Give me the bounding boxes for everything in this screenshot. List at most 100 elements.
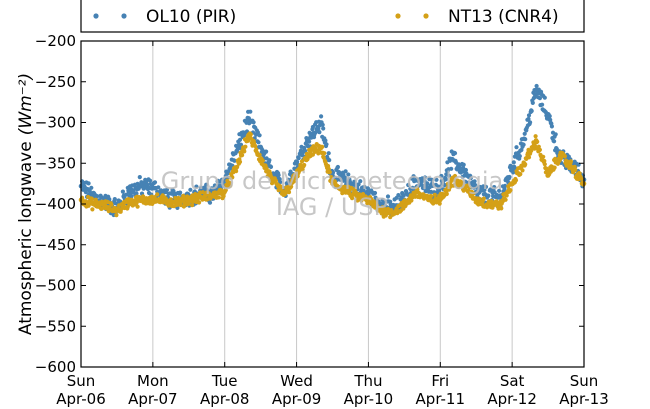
data-point-interp [257, 133, 262, 138]
data-point-interp [356, 182, 361, 187]
data-point-interp [257, 152, 262, 157]
data-point-interp [503, 197, 508, 202]
series-nt13 [78, 131, 587, 220]
data-point-interp [526, 155, 532, 160]
data-point-interp [253, 143, 258, 149]
data-point-interp [535, 139, 540, 144]
data-point-interp [295, 159, 300, 164]
data-point-interp [552, 165, 557, 170]
data-point-interp [206, 191, 211, 196]
x-tick-label-day: Sat [500, 372, 525, 390]
data-point-interp [449, 166, 454, 171]
data-point-interp [296, 156, 301, 161]
data-point-interp [327, 158, 332, 163]
data-point-interp [483, 184, 489, 189]
data-point-interp [358, 179, 363, 184]
data-point-interp [235, 164, 240, 169]
data-point-interp [532, 143, 538, 149]
data-point-interp [188, 187, 193, 192]
data-point-interp [207, 200, 213, 205]
data-point-interp [409, 198, 414, 203]
data-point-interp [194, 184, 199, 189]
data-point-interp [302, 162, 307, 168]
x-tick-label-day: Sun [570, 372, 599, 390]
data-point-interp [530, 100, 535, 105]
data-point-interp [178, 202, 183, 208]
data-point-interp [511, 170, 516, 175]
data-point-interp [411, 174, 416, 179]
x-tick-label-date: Apr-11 [416, 390, 466, 408]
data-point-interp [112, 197, 117, 202]
data-point-interp [216, 195, 221, 200]
data-point-interp [559, 156, 564, 161]
data-point-interp [508, 163, 513, 168]
data-point-interp [346, 172, 351, 177]
data-point-interp [86, 181, 91, 186]
data-point-interp [396, 193, 401, 198]
legend-marker-nt13 [395, 13, 401, 19]
legend-label-ol10: OL10 (PIR) [146, 7, 236, 27]
x-tick-label-date: Apr-08 [200, 390, 250, 408]
data-point-interp [573, 167, 578, 172]
legend-marker-nt13-2 [423, 13, 429, 19]
legend-box [80, 0, 585, 33]
data-point-interp [542, 95, 547, 100]
data-point-interp [568, 159, 574, 164]
data-point-interp [223, 188, 228, 193]
data-point-interp [336, 170, 342, 175]
data-layer [78, 83, 587, 220]
data-point-interp [521, 142, 526, 147]
data-point-interp [436, 184, 441, 189]
data-point-interp [554, 146, 559, 152]
data-point-interp [432, 192, 437, 197]
data-point-interp [528, 120, 533, 125]
x-tick-label-day: Sun [67, 372, 96, 390]
data-point-interp [540, 102, 545, 107]
y-tick-label: −200 [35, 32, 76, 50]
data-point-interp [319, 114, 324, 119]
data-point-interp [323, 138, 328, 143]
data-point-interp [316, 151, 321, 156]
data-point-interp [552, 139, 557, 144]
data-point-interp [388, 215, 393, 220]
data-point-interp [320, 144, 325, 149]
data-point-interp [511, 160, 516, 165]
data-point-interp [529, 108, 534, 114]
data-point-interp [463, 167, 468, 173]
x-tick-label-day: Thu [353, 372, 382, 390]
data-point-interp [328, 174, 333, 179]
data-point-interp [494, 199, 499, 204]
data-point-interp [579, 176, 584, 181]
data-point-interp [335, 164, 340, 170]
data-point-interp [533, 134, 538, 139]
legend-marker-ol10-2 [121, 13, 127, 19]
data-point-interp [291, 179, 296, 184]
data-point-interp [406, 182, 411, 188]
data-point-interp [526, 113, 532, 118]
y-tick-label: −300 [35, 114, 76, 132]
data-point-interp [83, 190, 88, 195]
y-axis-unit: (Wm⁻²) [16, 73, 36, 135]
data-point-interp [327, 170, 332, 175]
data-point-interp [242, 149, 247, 154]
x-tick-label-date: Apr-09 [272, 390, 322, 408]
data-point-interp [145, 182, 150, 187]
data-point-interp [468, 176, 473, 181]
data-point-interp [534, 83, 539, 89]
data-point-interp [362, 184, 367, 190]
data-point-interp [514, 145, 519, 150]
data-point-interp [89, 196, 94, 201]
data-point-interp [316, 126, 321, 131]
data-point-interp [385, 194, 391, 199]
data-point-interp [109, 202, 114, 207]
data-point-interp [541, 154, 546, 159]
data-point-interp [326, 151, 331, 156]
data-point-interp [442, 182, 447, 188]
data-point-interp [307, 139, 312, 144]
data-point-interp [467, 185, 472, 190]
data-point-interp [523, 162, 528, 167]
data-point-interp [89, 185, 94, 190]
data-point-interp [422, 175, 428, 180]
data-point-interp [522, 131, 527, 136]
